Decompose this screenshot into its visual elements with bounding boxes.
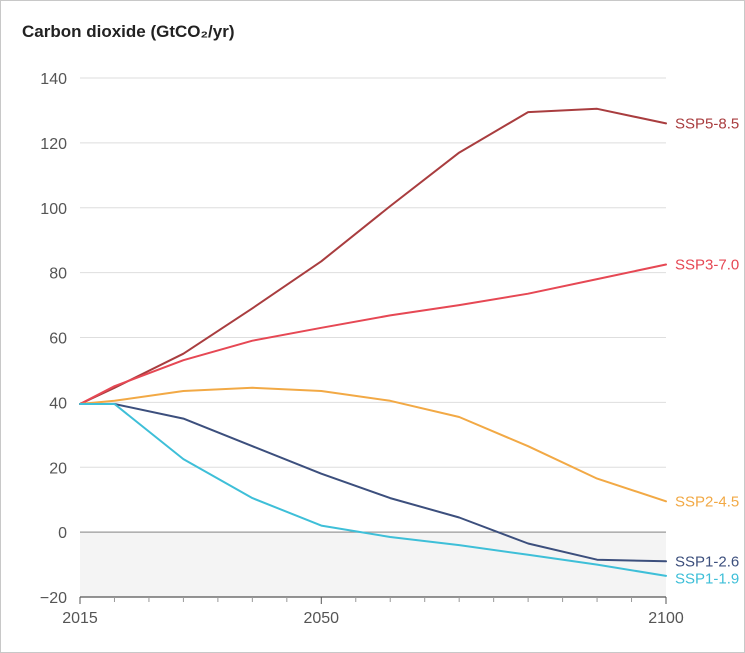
x-tick-label: 2015 [62, 610, 98, 627]
y-tick-label: 20 [49, 460, 67, 477]
series-label-ssp1-1-9: SSP1-1.9 [675, 570, 739, 587]
series-label-ssp1-2-6: SSP1-2.6 [675, 553, 739, 570]
x-tick-label: 2050 [303, 610, 339, 627]
y-tick-label: 60 [49, 331, 67, 348]
series-line-ssp2-4-5 [79, 386, 667, 503]
series-label-ssp2-4-5: SSP2-4.5 [675, 493, 739, 510]
x-tick-label: 2100 [648, 610, 684, 627]
series-line-ssp1-1-9 [79, 403, 667, 577]
series-line-ssp3-7-0 [79, 263, 667, 405]
y-tick-label: 100 [40, 201, 67, 218]
series-lines [79, 107, 667, 577]
gridlines [80, 77, 666, 598]
y-axis-ticks: −20 0 20 40 60 80 100 120 140 [40, 71, 67, 607]
series-label-ssp3-7-0: SSP3-7.0 [675, 257, 739, 274]
y-tick-label: 140 [40, 71, 67, 88]
series-line-ssp1-2-6 [79, 403, 667, 563]
x-minor-ticks [79, 597, 667, 604]
y-tick-label: 120 [40, 136, 67, 153]
series-line-ssp5-8-5 [79, 107, 667, 405]
y-tick-label: −20 [40, 590, 67, 607]
chart-title: Carbon dioxide (GtCO₂/yr) [22, 22, 235, 41]
x-axis-ticks: 2015 2050 2100 [62, 610, 684, 627]
y-tick-label: 40 [49, 395, 67, 412]
negative-emissions-region [80, 532, 666, 597]
y-tick-label: 0 [58, 525, 67, 542]
series-label-ssp5-8-5: SSP5-8.5 [675, 115, 739, 132]
y-tick-label: 80 [49, 266, 67, 283]
